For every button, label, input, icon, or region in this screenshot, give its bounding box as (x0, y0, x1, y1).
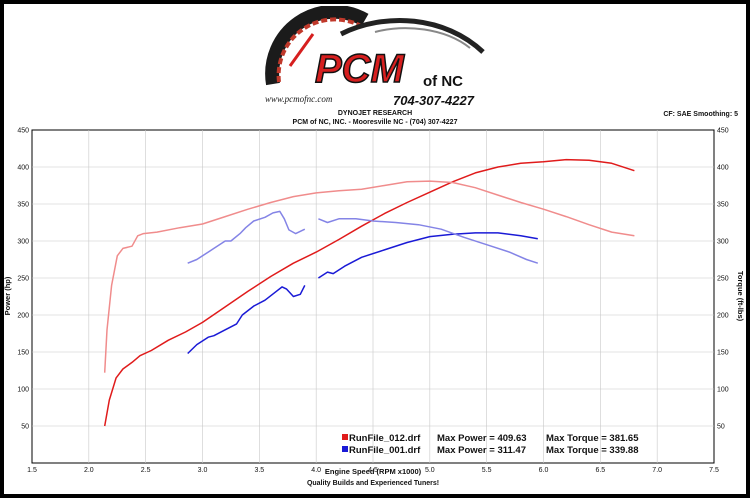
series-line-runfile001drf-power (187, 232, 538, 355)
y-ticks-right: 50 100 150 200 250 300 350 400 450 (717, 128, 729, 431)
y-tick-label-left: 100 (17, 387, 29, 394)
legend-power-run012: Max Power = 409.63 (437, 433, 527, 444)
y-tick-label-left: 150 (17, 350, 29, 357)
y-axis-label-right: Torque (ft-lbs) (736, 271, 745, 322)
header-title: DYNOJET RESEARCH (337, 110, 413, 117)
y-tick-label-right: 450 (717, 128, 729, 135)
logo-url: www.pcmofnc.com (265, 94, 333, 104)
y-tick-label-right: 300 (717, 239, 729, 246)
series-line-runfile012drf-torque (103, 180, 635, 373)
legend: RunFile_012.drf Max Power = 409.63 Max T… (342, 433, 639, 456)
x-tick-label: 7.0 (652, 467, 662, 474)
x-tick-label: 4.0 (311, 467, 321, 474)
y-tick-label-left: 50 (21, 424, 29, 431)
legend-swatch-run012 (342, 434, 348, 440)
legend-power-run001: Max Power = 311.47 (437, 445, 526, 456)
x-tick-label: 7.5 (709, 467, 719, 474)
footer-tagline: Quality Builds and Experienced Tuners! (307, 480, 439, 487)
header-cf: CF: SAE Smoothing: 5 (663, 111, 738, 118)
y-tick-label-left: 200 (17, 313, 29, 320)
pcm-logo: PCM of NC www.pcmofnc.com 704-307-4227 (265, 6, 485, 108)
logo-brand: PCM (315, 47, 406, 91)
y-tick-label-right: 250 (717, 276, 729, 283)
x-tick-label: 6.5 (595, 467, 605, 474)
y-axis-label-left: Power (hp) (3, 276, 12, 315)
legend-swatch-run001 (342, 446, 348, 452)
x-tick-label: 1.5 (27, 467, 37, 474)
x-tick-label: 3.0 (198, 467, 208, 474)
x-axis-label: Engine Speed (RPM x1000) (325, 467, 422, 476)
x-tick-label: 3.5 (254, 467, 264, 474)
y-tick-label-right: 100 (717, 387, 729, 394)
header-shop: PCM of NC, INC. - Mooresville NC - (704)… (292, 119, 458, 126)
x-ticks: 1.5 2.0 2.5 3.0 3.5 4.0 4.5 5.0 5.5 6.0 6.5 7.0 7.5 (27, 467, 719, 474)
legend-file-run001: RunFile_001.drf (349, 445, 421, 456)
grid (32, 130, 714, 463)
x-tick-label: 5.0 (425, 467, 435, 474)
series-line-runfile001drf-torque (187, 210, 539, 264)
y-tick-label-right: 200 (717, 313, 729, 320)
logo-phone: 704-307-4227 (393, 93, 475, 108)
x-tick-label: 4.5 (368, 467, 378, 474)
y-tick-label-right: 50 (717, 424, 725, 431)
y-tick-label-left: 350 (17, 202, 29, 209)
y-tick-label-left: 250 (17, 276, 29, 283)
legend-torque-run001: Max Torque = 339.88 (546, 445, 639, 456)
x-tick-label: 6.0 (539, 467, 549, 474)
y-tick-label-right: 150 (717, 350, 729, 357)
y-tick-label-left: 450 (17, 128, 29, 135)
legend-torque-run012: Max Torque = 381.65 (546, 433, 639, 444)
x-tick-label: 2.0 (84, 467, 94, 474)
logo-suffix: of NC (423, 73, 463, 90)
y-tick-label-left: 400 (17, 165, 29, 172)
series-lines (103, 158, 635, 427)
y-ticks-left: 50 100 150 200 250 300 350 400 450 (17, 128, 29, 431)
series-line-runfile012drf-power (103, 158, 635, 427)
x-tick-label: 2.5 (141, 467, 151, 474)
y-tick-label-left: 300 (17, 239, 29, 246)
legend-file-run012: RunFile_012.drf (349, 433, 421, 444)
x-tick-label: 5.5 (482, 467, 492, 474)
y-tick-label-right: 350 (717, 202, 729, 209)
y-tick-label-right: 400 (717, 165, 729, 172)
